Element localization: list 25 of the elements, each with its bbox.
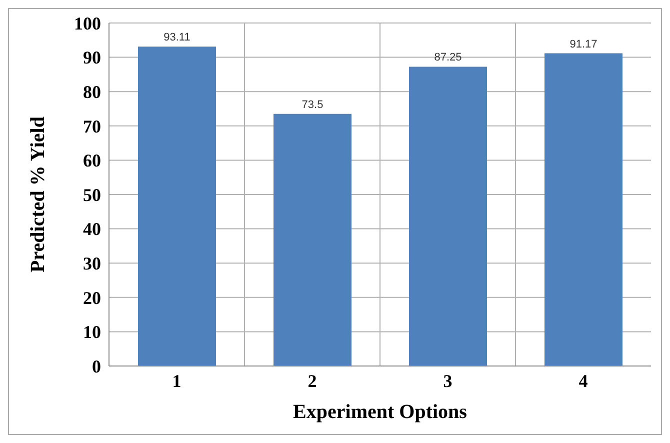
y-tick-label: 100 [74, 13, 101, 34]
data-label: 91.17 [570, 38, 598, 50]
data-label: 73.5 [302, 98, 324, 111]
x-tick-label: 1 [172, 370, 182, 391]
y-tick-label: 80 [83, 82, 101, 102]
y-tick-label: 40 [83, 219, 101, 240]
bar [544, 53, 622, 366]
data-label: 87.25 [434, 52, 462, 64]
y-tick-label: 10 [83, 322, 101, 342]
x-tick-label: 4 [578, 370, 588, 391]
y-tick-label: 70 [83, 116, 101, 136]
y-tick-label: 60 [83, 150, 101, 171]
y-tick-label: 20 [83, 288, 101, 308]
y-tick-label: 0 [92, 356, 101, 376]
y-tick-label: 30 [83, 253, 101, 274]
bar [409, 66, 487, 366]
y-tick-label: 50 [83, 184, 101, 205]
bar [138, 46, 216, 366]
y-axis-title: Predicted % Yield [27, 116, 50, 272]
y-tick-label: 90 [83, 48, 101, 68]
x-axis-title: Experiment Options [293, 401, 468, 423]
x-tick-label: 3 [443, 370, 452, 391]
data-label: 93.11 [164, 32, 190, 44]
x-tick-label: 2 [308, 370, 317, 391]
bar [274, 114, 352, 366]
